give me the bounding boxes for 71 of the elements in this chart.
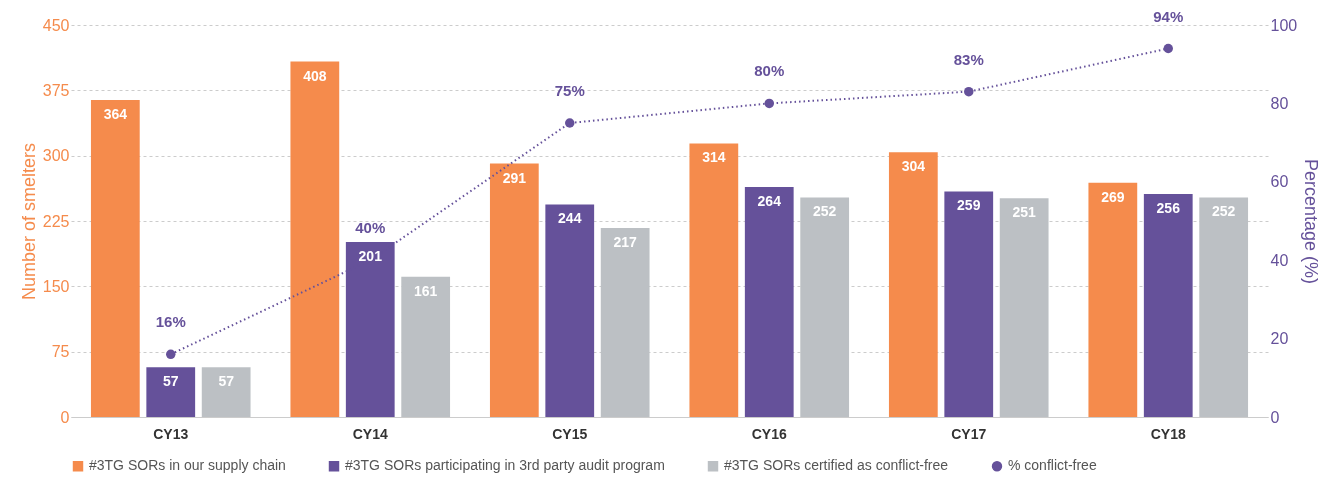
bar [90, 99, 140, 417]
legend-label: #3TG SORs participating in 3rd party audit program [345, 457, 665, 474]
legend-label: % conflict-free [1008, 457, 1097, 474]
x-tick-label: CY13 [153, 425, 189, 442]
data-label: 40% [355, 219, 386, 237]
x-tick-label: CY17 [951, 425, 987, 442]
data-label: 244 [558, 210, 582, 227]
x-tick-label: CY15 [552, 425, 588, 442]
data-label: 314 [702, 149, 726, 166]
data-label: 80% [754, 62, 785, 80]
point [565, 118, 575, 128]
bar [201, 367, 251, 417]
data-label: 304 [901, 158, 926, 175]
data-label: 217 [613, 233, 638, 250]
data-label: 269 [1101, 188, 1125, 205]
y-tick-label: 0 [60, 408, 70, 426]
point [166, 349, 176, 360]
data-label: 408 [303, 67, 327, 84]
data-label: 251 [1012, 204, 1037, 221]
data-label: 252 [812, 203, 837, 220]
data-label: 57 [162, 373, 179, 390]
y2-axis-title: Percentage (%) [1301, 158, 1322, 285]
y-axis-title: Number of smelters [18, 142, 39, 301]
data-label: 75% [554, 82, 585, 99]
y2-tick-label: 20 [1270, 330, 1289, 348]
y2-tick-label: 0 [1270, 408, 1280, 426]
bar [999, 198, 1049, 417]
data-label: 259 [957, 197, 981, 214]
x-tick-label: CY18 [1150, 425, 1186, 442]
bar [1088, 182, 1138, 417]
bar [600, 227, 650, 417]
data-label: 94% [1153, 7, 1184, 25]
y-tick-label: 450 [42, 16, 70, 34]
bar [888, 152, 938, 417]
x-tick-label: CY14 [352, 425, 388, 442]
y2-tick-label: 100 [1270, 16, 1298, 34]
data-label: 16% [155, 313, 186, 331]
x-tick-label: CY16 [751, 425, 787, 442]
data-label: 57 [218, 373, 235, 390]
bar [290, 61, 340, 417]
y-tick-label: 150 [42, 277, 70, 295]
y-tick-label: 375 [42, 81, 70, 99]
point [1163, 43, 1173, 54]
y2-tick-label: 60 [1270, 173, 1289, 191]
y-tick-label: 75 [51, 343, 70, 361]
bar [800, 197, 850, 417]
data-label: 291 [502, 169, 527, 186]
y-tick-label: 225 [42, 212, 70, 230]
bar [1143, 194, 1193, 417]
bar [944, 191, 994, 417]
data-label: 83% [953, 50, 984, 68]
legend-label: #3TG SORs certified as conflict-free [724, 457, 949, 474]
y-tick-label: 300 [42, 147, 70, 165]
data-label: 364 [103, 105, 128, 122]
bar [1199, 197, 1249, 417]
data-label: 256 [1156, 200, 1181, 216]
bar [401, 276, 451, 417]
bar [146, 367, 196, 417]
data-label: 264 [757, 193, 782, 210]
legend-label: #3TG SORs in our supply chain [89, 457, 286, 474]
bar [545, 204, 595, 417]
data-label: 161 [413, 282, 438, 299]
bar [689, 143, 739, 417]
y2-tick-label: 80 [1270, 94, 1289, 112]
data-label: 252 [1211, 203, 1236, 220]
point [964, 86, 974, 97]
y2-tick-label: 40 [1270, 251, 1289, 269]
data-label: 201 [358, 247, 383, 264]
bar [489, 163, 539, 417]
bar [744, 187, 794, 417]
point [764, 98, 774, 109]
